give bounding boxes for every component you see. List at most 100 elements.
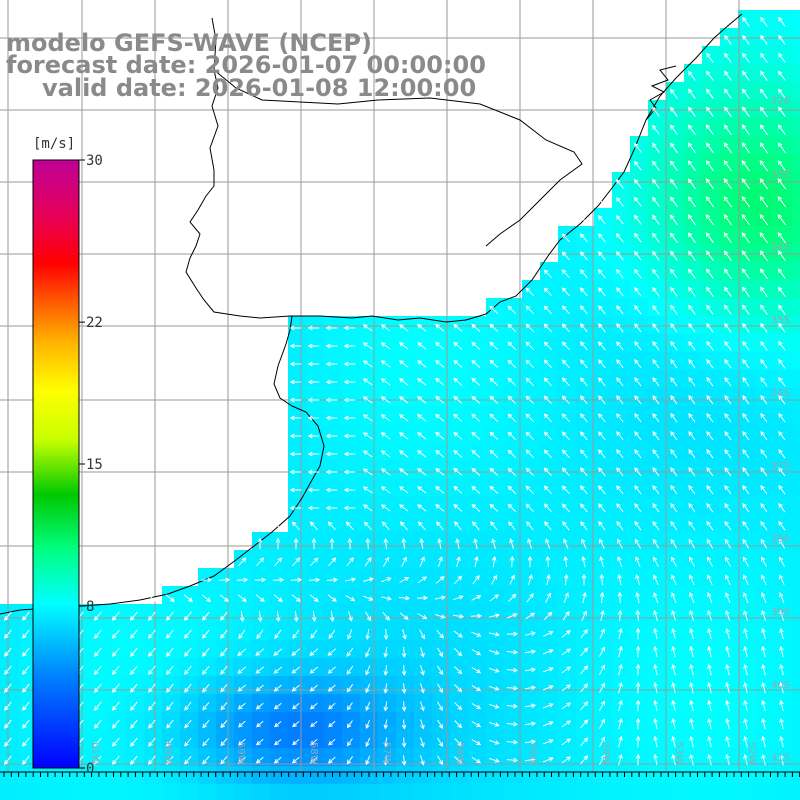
wind-arrow — [689, 735, 694, 748]
longitude-labels: 61W 60W 59W 58W 57W 56W 55W 54W 53W 52W — [89, 742, 757, 765]
wind-arrow — [634, 538, 642, 549]
wind-arrow — [635, 573, 641, 586]
wind-arrow — [489, 413, 499, 422]
latitude-label: 39S — [771, 607, 790, 618]
field-cell — [324, 766, 343, 785]
wind-arrow — [289, 505, 302, 511]
latitude-label: 38S — [771, 534, 790, 545]
wind-arrow — [220, 611, 228, 621]
wind-arrow — [507, 359, 517, 369]
wind-arrow — [347, 629, 353, 640]
wind-arrow — [219, 594, 229, 602]
longitude-label: 61W — [89, 742, 100, 765]
wind-arrow — [382, 611, 390, 621]
wind-arrow — [289, 397, 302, 403]
wind-arrow — [273, 702, 282, 710]
field-cell — [720, 226, 739, 245]
field-cell — [216, 604, 235, 623]
field-cell — [648, 388, 667, 407]
wind-arrow — [582, 591, 587, 604]
field-cell — [468, 352, 487, 371]
field-cell — [648, 550, 667, 569]
wind-arrow — [148, 719, 156, 729]
field-cell — [792, 100, 800, 119]
wind-arrow — [509, 538, 514, 550]
wind-arrow — [489, 649, 500, 655]
field-cell — [774, 370, 793, 389]
wind-arrow — [742, 34, 750, 45]
wind-arrow — [616, 431, 624, 441]
wind-arrow — [543, 449, 552, 459]
field-cell — [360, 442, 379, 461]
field-cell — [666, 208, 685, 227]
field-cell — [684, 496, 703, 515]
field-cell — [504, 496, 523, 515]
field-cell — [486, 784, 505, 800]
wind-arrow — [417, 432, 427, 440]
field-cell — [252, 622, 271, 641]
wind-arrow — [653, 556, 659, 567]
field-cell — [594, 262, 613, 281]
wind-arrow — [688, 304, 696, 315]
wind-arrow — [237, 684, 246, 692]
wind-arrow — [489, 667, 500, 673]
field-cell — [126, 694, 145, 713]
field-cell — [342, 784, 361, 800]
wind-arrow — [346, 665, 354, 675]
field-cell — [306, 694, 325, 713]
wind-arrow — [309, 594, 319, 602]
field-cell — [558, 388, 577, 407]
wind-arrow — [524, 685, 537, 691]
field-cell — [522, 442, 541, 461]
wind-arrow — [743, 681, 748, 694]
wind-arrow — [471, 323, 481, 332]
field-cell — [720, 424, 739, 443]
field-cell — [342, 424, 361, 443]
field-cell — [666, 460, 685, 479]
field-cell — [342, 316, 361, 335]
wind-arrow — [779, 592, 785, 604]
field-cell — [720, 766, 739, 785]
field-cell — [486, 766, 505, 785]
wind-arrow — [420, 665, 425, 676]
wind-arrow — [759, 160, 769, 172]
wind-arrow — [706, 538, 714, 549]
wind-arrow — [689, 753, 694, 766]
field-cell — [756, 334, 775, 353]
field-cell — [792, 262, 800, 281]
wind-arrow — [741, 88, 750, 99]
wind-arrow — [724, 485, 732, 495]
wind-arrow — [507, 503, 517, 512]
wind-arrow — [599, 736, 605, 747]
wind-arrow — [453, 395, 463, 404]
field-cell — [792, 514, 800, 533]
field-cell — [774, 334, 793, 353]
wind-arrow — [22, 665, 30, 675]
wind-arrow — [580, 755, 589, 765]
field-cell — [594, 334, 613, 353]
wind-arrow — [779, 556, 785, 567]
longitude-label: 59W — [235, 742, 246, 765]
wind-arrow — [454, 666, 463, 675]
wind-arrow — [670, 431, 678, 441]
wind-arrow — [579, 413, 588, 423]
field-cell — [792, 748, 800, 767]
field-cell — [576, 460, 595, 479]
field-cell — [360, 550, 379, 569]
wind-arrow — [742, 16, 750, 27]
field-cell — [738, 64, 757, 83]
field-cell — [630, 280, 649, 299]
field-cell — [288, 694, 307, 713]
wind-arrow — [779, 645, 784, 658]
wind-arrow — [761, 610, 767, 622]
wind-arrow — [435, 450, 445, 458]
field-cell — [648, 172, 667, 191]
wind-arrow — [507, 431, 517, 441]
wind-arrow — [184, 737, 192, 747]
field-cell — [594, 280, 613, 299]
field-cell — [738, 298, 757, 317]
field-cell — [792, 172, 800, 191]
longitude-label: 58W — [308, 742, 319, 765]
field-cell — [198, 694, 217, 713]
field-cell — [558, 442, 577, 461]
